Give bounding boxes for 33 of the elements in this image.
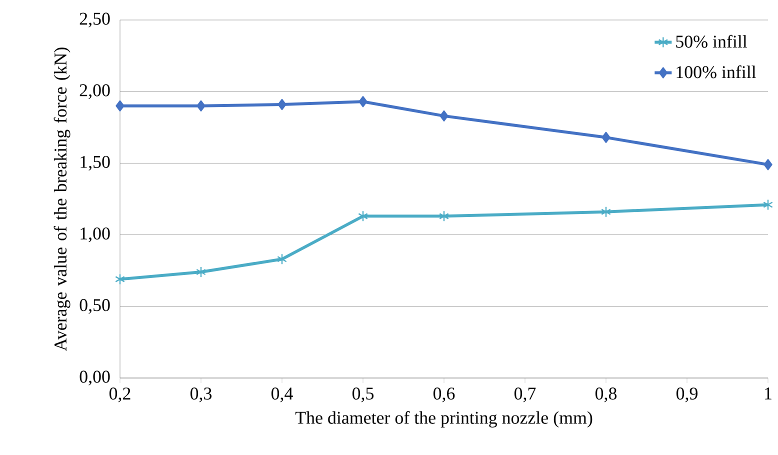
x-tick-label: 0,8 <box>595 388 617 402</box>
y-axis-title: Average value of the breaking force (kN) <box>54 48 70 352</box>
y-tick-label: 0,50 <box>80 299 110 314</box>
x-tick-label: 1 <box>765 388 772 400</box>
y-tick-label: 2,00 <box>80 84 110 99</box>
point <box>358 210 368 222</box>
x-axis-title: The diameter of the printing nozzle (mm) <box>295 411 592 428</box>
x-tick-label: 0,3 <box>190 388 212 402</box>
x-tick-label: 0,5 <box>352 388 374 402</box>
point <box>116 100 124 112</box>
x-tick-label: 0,4 <box>271 388 293 402</box>
point <box>196 100 206 112</box>
x-tick-label: 0,7 <box>514 388 536 402</box>
point <box>439 210 449 222</box>
y-tick-label: 1,00 <box>80 227 110 242</box>
point <box>602 132 610 144</box>
point <box>115 274 125 285</box>
point <box>440 110 448 122</box>
point <box>763 199 773 210</box>
legend-label: 100% infill <box>676 65 756 78</box>
y-tick-label: 1,50 <box>80 156 110 171</box>
x-tick-label: 0,2 <box>109 388 130 402</box>
legend-label: 50% infill <box>676 34 748 48</box>
x-tick-label: 0,6 <box>433 388 455 402</box>
point <box>601 206 611 218</box>
y-tick-label: 0,00 <box>80 370 110 386</box>
x-tick-label: 0,9 <box>676 388 698 402</box>
point <box>764 159 772 170</box>
point <box>196 266 206 278</box>
y-tick-label: 2,50 <box>80 12 110 28</box>
point <box>278 98 286 110</box>
point <box>358 96 368 108</box>
point <box>277 254 287 265</box>
